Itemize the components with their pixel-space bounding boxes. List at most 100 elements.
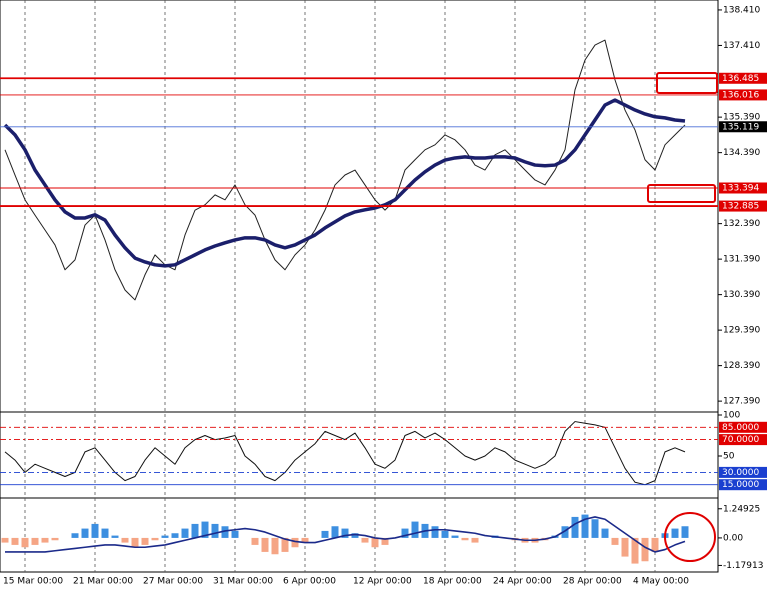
histogram-bar bbox=[251, 537, 259, 545]
histogram-bar bbox=[671, 528, 679, 538]
level-label-box bbox=[719, 434, 767, 446]
level-label-box bbox=[719, 200, 767, 212]
level-label: 132.885 bbox=[722, 202, 759, 212]
histogram-bar bbox=[191, 523, 199, 538]
histogram-bar bbox=[211, 523, 219, 538]
histogram-bar bbox=[621, 537, 629, 557]
histogram-bar bbox=[111, 535, 119, 538]
histogram-bar bbox=[381, 537, 389, 545]
y-tick-label: 138.410 bbox=[723, 5, 760, 15]
histogram-bar bbox=[101, 528, 109, 538]
x-tick-label: 12 Apr 00:00 bbox=[353, 577, 412, 587]
histogram-bar bbox=[401, 528, 409, 538]
y-tick-label: 132.390 bbox=[723, 219, 760, 229]
histogram-bar bbox=[341, 528, 349, 538]
series-line bbox=[5, 516, 686, 553]
level-label: 30.0000 bbox=[722, 468, 759, 478]
plot-frame bbox=[0, 0, 719, 573]
annotation-box bbox=[656, 72, 718, 94]
histogram-bar bbox=[181, 528, 189, 538]
y-tick-label: 0.00 bbox=[723, 533, 743, 543]
histogram-bar bbox=[221, 526, 229, 538]
histogram-bar bbox=[151, 537, 159, 541]
level-label: 70.0000 bbox=[722, 435, 759, 445]
x-tick-label: 15 Mar 00:00 bbox=[3, 577, 63, 587]
annotation-box bbox=[647, 184, 716, 203]
x-tick-label: 6 Apr 00:00 bbox=[283, 577, 336, 587]
histogram-bar bbox=[1, 537, 9, 543]
histogram-bar bbox=[161, 535, 169, 538]
x-tick-label: 21 Mar 00:00 bbox=[73, 577, 133, 587]
level-label: 136.485 bbox=[722, 74, 759, 84]
histogram-bar bbox=[601, 528, 609, 538]
histogram-bar bbox=[271, 537, 279, 555]
x-tick-label: 31 Mar 00:00 bbox=[213, 577, 273, 587]
y-tick-label: 1.24925 bbox=[723, 504, 760, 514]
histogram-bar bbox=[571, 516, 579, 538]
histogram-bar bbox=[681, 526, 689, 538]
histogram-bar bbox=[351, 533, 359, 538]
histogram-bar bbox=[131, 537, 139, 548]
x-tick-label: 4 May 00:00 bbox=[633, 577, 689, 587]
y-tick-label: 127.390 bbox=[723, 397, 760, 407]
series-line bbox=[4, 39, 686, 301]
histogram-bar bbox=[41, 537, 49, 543]
y-tick-label: 100 bbox=[723, 411, 740, 421]
histogram-bar bbox=[51, 537, 59, 541]
x-tick-label: 24 Apr 00:00 bbox=[493, 577, 552, 587]
histogram-bar bbox=[331, 526, 339, 538]
y-tick-label: -1.17913 bbox=[723, 561, 763, 571]
histogram-bar bbox=[591, 519, 599, 538]
y-tick-label: 129.390 bbox=[723, 326, 760, 336]
histogram-bar bbox=[11, 537, 19, 545]
y-tick-label: 128.390 bbox=[723, 361, 760, 371]
y-tick-label: 137.410 bbox=[723, 41, 760, 51]
histogram-bar bbox=[91, 523, 99, 538]
histogram-bar bbox=[431, 526, 439, 538]
level-label: 15.0000 bbox=[722, 480, 759, 490]
histogram-bar bbox=[231, 530, 239, 538]
histogram-bar bbox=[71, 533, 79, 538]
histogram-bar bbox=[361, 537, 369, 543]
histogram-bar bbox=[171, 533, 179, 538]
series-line bbox=[3, 98, 686, 268]
level-label-box bbox=[719, 89, 767, 101]
y-tick-label: 50 bbox=[723, 452, 735, 462]
histogram-bar bbox=[141, 537, 149, 545]
y-tick-label: 134.390 bbox=[723, 148, 760, 158]
annotation-circle bbox=[664, 512, 716, 562]
level-label: 85.0000 bbox=[722, 423, 759, 433]
level-label: 136.016 bbox=[722, 90, 759, 100]
histogram-bar bbox=[641, 537, 649, 562]
histogram-bar bbox=[201, 521, 209, 538]
histogram-bar bbox=[301, 537, 309, 543]
histogram-bar bbox=[21, 537, 29, 548]
histogram-bar bbox=[471, 537, 479, 543]
level-label-box bbox=[719, 121, 767, 133]
histogram-bar bbox=[261, 537, 269, 552]
y-tick-label: 131.390 bbox=[723, 255, 760, 265]
histogram-bar bbox=[561, 526, 569, 538]
histogram-bar bbox=[371, 537, 379, 548]
histogram-bar bbox=[81, 528, 89, 538]
histogram-bar bbox=[291, 537, 299, 548]
histogram-bar bbox=[321, 530, 329, 538]
level-label-box bbox=[719, 466, 767, 478]
y-tick-label: 135.390 bbox=[723, 113, 760, 123]
histogram-bar bbox=[281, 537, 289, 552]
x-tick-label: 28 Apr 00:00 bbox=[563, 577, 622, 587]
x-tick-label: 18 Apr 00:00 bbox=[423, 577, 482, 587]
x-tick-label: 27 Mar 00:00 bbox=[143, 577, 203, 587]
histogram-bar bbox=[451, 535, 459, 538]
histogram-bar bbox=[411, 521, 419, 538]
level-label: 135.119 bbox=[722, 122, 759, 132]
level-label-box bbox=[719, 479, 767, 491]
histogram-bar bbox=[651, 537, 659, 552]
histogram-bar bbox=[611, 537, 619, 545]
level-label-box bbox=[719, 182, 767, 194]
histogram-bar bbox=[631, 537, 639, 564]
histogram-bar bbox=[461, 537, 469, 541]
histogram-bar bbox=[441, 530, 449, 538]
